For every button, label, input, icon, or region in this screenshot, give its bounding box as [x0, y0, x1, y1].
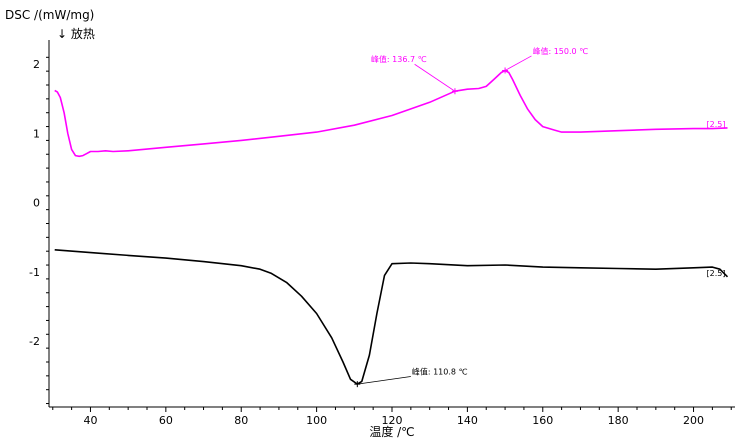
- y-tick-label: 2: [33, 58, 40, 71]
- y-axis-label: DSC /(mW/mg): [5, 8, 94, 22]
- x-tick-label: 60: [159, 414, 173, 427]
- annotation-leader: [504, 55, 532, 71]
- y-tick-label: -1: [29, 266, 40, 279]
- peak-annotation: 峰值: 136.7 ℃: [371, 54, 427, 64]
- x-axis-label: 温度 /℃: [369, 424, 414, 439]
- y-tick-label: 1: [33, 127, 40, 140]
- peak-annotation: 峰值: 150.0 ℃: [532, 46, 588, 56]
- x-tick-label: 200: [683, 414, 704, 427]
- x-tick-label: 160: [532, 414, 553, 427]
- annotation-leader: [414, 63, 456, 92]
- y-tick-label: -2: [29, 335, 40, 348]
- series-end-label: [2.5]: [706, 269, 725, 278]
- annotation-leader: [357, 376, 411, 385]
- x-tick-label: 120: [382, 414, 403, 427]
- x-tick-label: 40: [83, 414, 97, 427]
- series-line-2: [54, 249, 729, 385]
- y-axis-sublabel: ↓ 放热: [57, 26, 95, 41]
- x-tick-label: 180: [608, 414, 629, 427]
- y-tick-label: 0: [33, 197, 40, 210]
- x-tick-label: 140: [457, 414, 478, 427]
- series-line-1: [54, 69, 728, 158]
- peak-annotation: 峰值: 110.8 ℃: [412, 367, 468, 377]
- x-tick-label: 100: [306, 414, 327, 427]
- x-tick-label: 80: [234, 414, 248, 427]
- series-end-label: [2.5]: [706, 120, 725, 129]
